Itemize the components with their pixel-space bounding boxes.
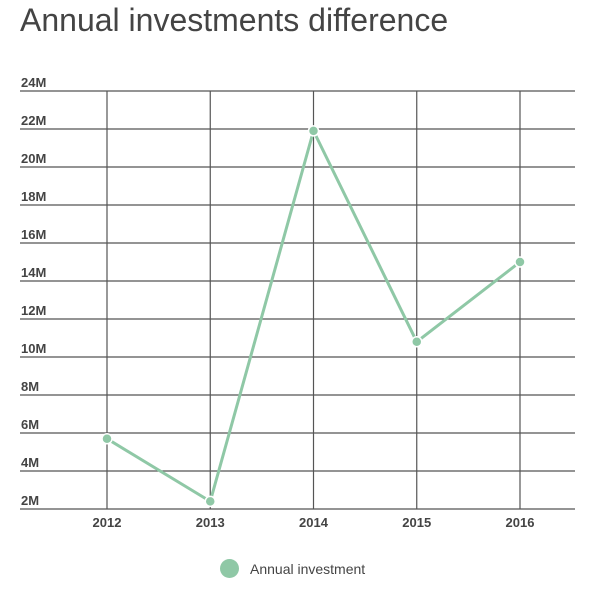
data-point [411, 336, 423, 348]
y-tick-label: 10M [21, 341, 46, 356]
series-points [101, 125, 526, 508]
data-point [514, 256, 526, 268]
y-tick-label: 20M [21, 151, 46, 166]
y-tick-label: 8M [21, 379, 39, 394]
y-tick-label: 18M [21, 189, 46, 204]
y-axis-tick-labels: 2M 4M 6M 8M 10M 12M 14M 16M 18M 20M 22M 24M [21, 75, 46, 508]
chart-title: Annual investments difference [20, 2, 449, 38]
y-tick-label: 22M [21, 113, 46, 128]
data-point [101, 432, 113, 445]
y-tick-label: 2M [21, 493, 39, 508]
x-axis-tick-labels: 2012 2013 2014 2015 2016 [93, 515, 535, 530]
y-tick-label: 24M [21, 75, 46, 90]
legend-swatch [220, 559, 239, 578]
y-tick-label: 14M [21, 265, 46, 280]
y-tick-label: 6M [21, 417, 39, 432]
x-tick-label: 2016 [506, 515, 535, 530]
x-tick-label: 2013 [196, 515, 225, 530]
data-point [204, 495, 216, 508]
x-tick-label: 2012 [93, 515, 122, 530]
y-tick-label: 4M [21, 455, 39, 470]
legend-label-annual-investment: Annual investment [250, 560, 366, 577]
y-tick-label: 16M [21, 227, 46, 242]
y-tick-label: 12M [21, 303, 46, 318]
data-point [307, 125, 320, 137]
x-tick-label: 2015 [402, 515, 431, 530]
vertical-gridlines [106, 91, 521, 509]
legend: Annual investment [220, 559, 365, 578]
x-tick-label: 2014 [299, 515, 329, 530]
horizontal-gridlines [20, 90, 575, 510]
